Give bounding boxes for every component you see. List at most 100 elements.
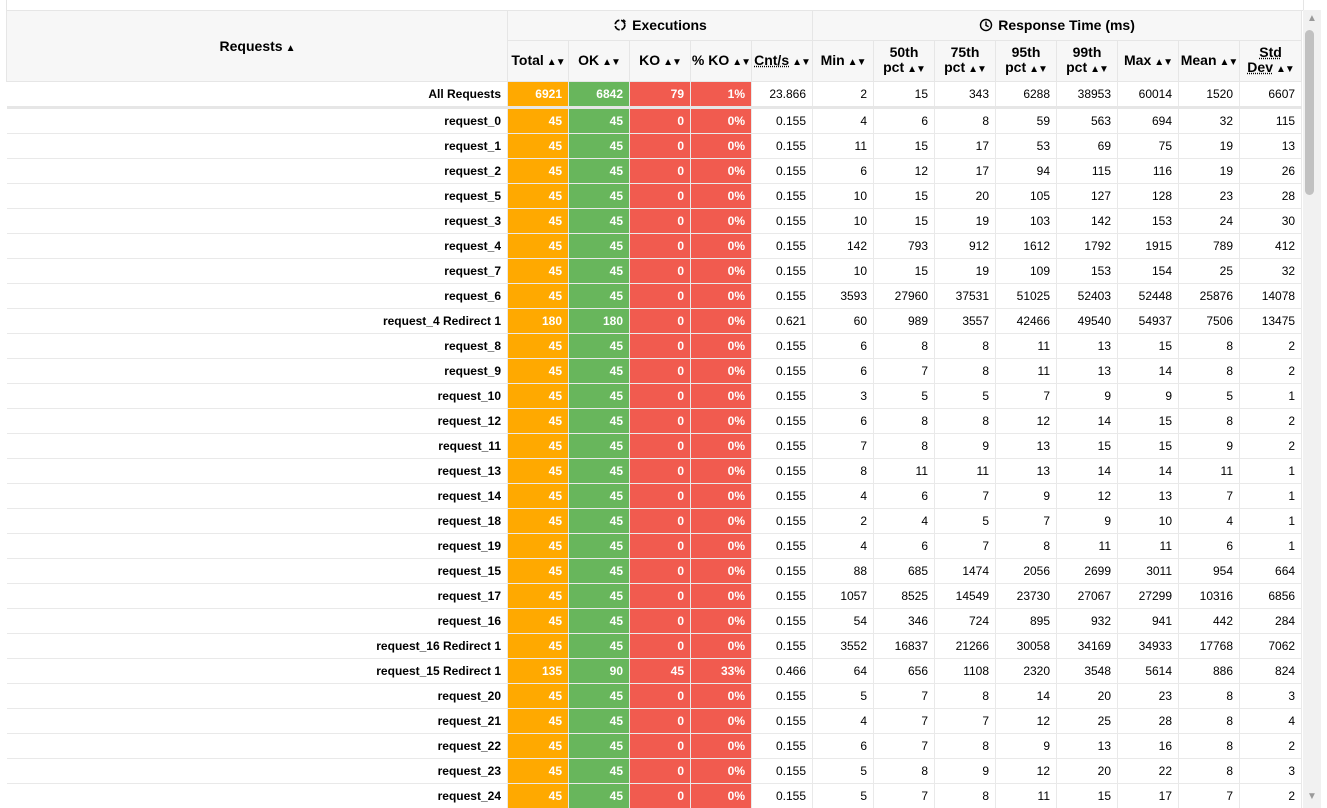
cnts-cell: 0.155 bbox=[751, 408, 814, 434]
max-cell: 14 bbox=[1117, 458, 1180, 484]
p95-cell: 7 bbox=[995, 383, 1058, 409]
ko-column-header[interactable]: KO ▲▼ bbox=[629, 40, 691, 82]
table-row: request_1 45 45 0 0% 0.155 11 15 17 53 69 75 19 13 bbox=[6, 133, 1303, 159]
p50-cell: 15 bbox=[873, 258, 936, 284]
min-column-header[interactable]: Min ▲▼ bbox=[812, 40, 875, 82]
cnts-cell: 0.155 bbox=[751, 783, 814, 808]
request-name[interactable]: request_11 bbox=[6, 433, 508, 459]
p99-cell: 127 bbox=[1056, 183, 1119, 209]
response-time-group-header: Response Time (ms) bbox=[812, 10, 1303, 41]
request-name[interactable]: request_16 bbox=[6, 608, 508, 634]
p95-header-label: 95th bbox=[1011, 44, 1041, 60]
p50-cell: 16837 bbox=[873, 633, 936, 659]
p99-column-header[interactable]: 99th pct ▲▼ bbox=[1056, 40, 1119, 82]
request-name[interactable]: request_22 bbox=[6, 733, 508, 759]
min-cell: 6 bbox=[812, 158, 875, 184]
request-name[interactable]: request_12 bbox=[6, 408, 508, 434]
vertical-scrollbar[interactable] bbox=[1303, 10, 1321, 808]
p99-cell: 14 bbox=[1056, 458, 1119, 484]
p50-column-header[interactable]: 50th pct ▲▼ bbox=[873, 40, 936, 82]
request-name[interactable]: request_19 bbox=[6, 533, 508, 559]
p50-cell: 6 bbox=[873, 107, 936, 134]
p75-column-header[interactable]: 75th pct ▲▼ bbox=[934, 40, 997, 82]
std-cell: 115 bbox=[1239, 107, 1303, 134]
p50-cell: 346 bbox=[873, 608, 936, 634]
request-name[interactable]: request_21 bbox=[6, 708, 508, 734]
p99-cell: 38953 bbox=[1056, 81, 1119, 109]
std-column-header[interactable]: Std Dev ▲▼ bbox=[1239, 40, 1303, 82]
max-cell: 22 bbox=[1117, 758, 1180, 784]
table-row: request_21 45 45 0 0% 0.155 4 7 7 12 25 28 8 4 bbox=[6, 708, 1303, 734]
request-name[interactable]: request_20 bbox=[6, 683, 508, 709]
p75-cell: 17 bbox=[934, 133, 997, 159]
scroll-up-arrow-icon[interactable]: ▲ bbox=[1307, 13, 1317, 24]
p95-column-header[interactable]: 95th pct ▲▼ bbox=[995, 40, 1058, 82]
table-row: request_18 45 45 0 0% 0.155 2 4 5 7 9 10 4 1 bbox=[6, 508, 1303, 534]
mean-cell: 789 bbox=[1178, 233, 1241, 259]
total-cell: 45 bbox=[507, 208, 569, 234]
request-name[interactable]: request_24 bbox=[6, 783, 508, 808]
request-name[interactable]: request_9 bbox=[6, 358, 508, 384]
request-name[interactable]: request_0 bbox=[6, 107, 508, 134]
request-name[interactable]: request_15 bbox=[6, 558, 508, 584]
request-name[interactable]: request_15 Redirect 1 bbox=[6, 658, 508, 684]
std-cell: 1 bbox=[1239, 508, 1303, 534]
table-row: request_16 Redirect 1 45 45 0 0% 0.155 3552 168… bbox=[6, 633, 1303, 659]
request-name[interactable]: request_5 bbox=[6, 183, 508, 209]
ko-cell: 0 bbox=[629, 783, 691, 808]
cnts-cell: 0.155 bbox=[751, 708, 814, 734]
request-name[interactable]: request_16 Redirect 1 bbox=[6, 633, 508, 659]
p75-cell: 7 bbox=[934, 708, 997, 734]
p99-cell: 153 bbox=[1056, 258, 1119, 284]
max-column-header[interactable]: Max ▲▼ bbox=[1117, 40, 1180, 82]
request-name[interactable]: request_7 bbox=[6, 258, 508, 284]
request-name[interactable]: request_13 bbox=[6, 458, 508, 484]
request-name[interactable]: request_4 Redirect 1 bbox=[6, 308, 508, 334]
max-cell: 16 bbox=[1117, 733, 1180, 759]
total-cell: 6921 bbox=[507, 81, 569, 109]
scrollbar-thumb[interactable] bbox=[1305, 30, 1314, 195]
request-name[interactable]: request_14 bbox=[6, 483, 508, 509]
pko-column-header[interactable]: % KO ▲▼ bbox=[690, 40, 752, 82]
p50-cell: 4 bbox=[873, 508, 936, 534]
request-name[interactable]: request_17 bbox=[6, 583, 508, 609]
request-name[interactable]: request_18 bbox=[6, 508, 508, 534]
request-name[interactable]: request_23 bbox=[6, 758, 508, 784]
request-name[interactable]: All Requests bbox=[6, 81, 508, 109]
clock-icon bbox=[979, 18, 993, 31]
p99-cell: 25 bbox=[1056, 708, 1119, 734]
mean-column-header[interactable]: Mean ▲▼ bbox=[1178, 40, 1241, 82]
request-name[interactable]: request_4 bbox=[6, 233, 508, 259]
total-cell: 45 bbox=[507, 158, 569, 184]
request-name[interactable]: request_10 bbox=[6, 383, 508, 409]
p95-cell: 8 bbox=[995, 533, 1058, 559]
p75-cell: 21266 bbox=[934, 633, 997, 659]
cnts-column-header[interactable]: Cnt/s ▲▼ bbox=[750, 40, 814, 82]
ok-column-header[interactable]: OK ▲▼ bbox=[568, 40, 630, 82]
ko-cell: 0 bbox=[629, 283, 691, 309]
table-row: request_0 45 45 0 0% 0.155 4 6 8 59 563 694 32 115 bbox=[6, 107, 1303, 134]
min-cell: 64 bbox=[812, 658, 875, 684]
max-cell: 23 bbox=[1117, 683, 1180, 709]
p50-cell: 6 bbox=[873, 533, 936, 559]
std-cell: 30 bbox=[1239, 208, 1303, 234]
request-name[interactable]: request_3 bbox=[6, 208, 508, 234]
max-cell: 15 bbox=[1117, 408, 1180, 434]
p75-cell: 724 bbox=[934, 608, 997, 634]
ko-cell: 45 bbox=[629, 658, 691, 684]
pko-cell: 0% bbox=[690, 433, 752, 459]
cnts-cell: 0.155 bbox=[751, 558, 814, 584]
min-cell: 11 bbox=[812, 133, 875, 159]
requests-column-header[interactable]: Requests ▲ bbox=[6, 10, 508, 82]
request-name[interactable]: request_2 bbox=[6, 158, 508, 184]
executions-label: Executions bbox=[632, 16, 707, 33]
table-row: request_5 45 45 0 0% 0.155 10 15 20 105 127 128 23 28 bbox=[6, 183, 1303, 209]
min-cell: 142 bbox=[812, 233, 875, 259]
request-name[interactable]: request_6 bbox=[6, 283, 508, 309]
total-column-header[interactable]: Total ▲▼ bbox=[507, 40, 569, 82]
request-name[interactable]: request_1 bbox=[6, 133, 508, 159]
request-name[interactable]: request_8 bbox=[6, 333, 508, 359]
p75-cell: 8 bbox=[934, 107, 997, 134]
p75-cell: 20 bbox=[934, 183, 997, 209]
scroll-down-arrow-icon[interactable]: ▼ bbox=[1307, 791, 1317, 802]
